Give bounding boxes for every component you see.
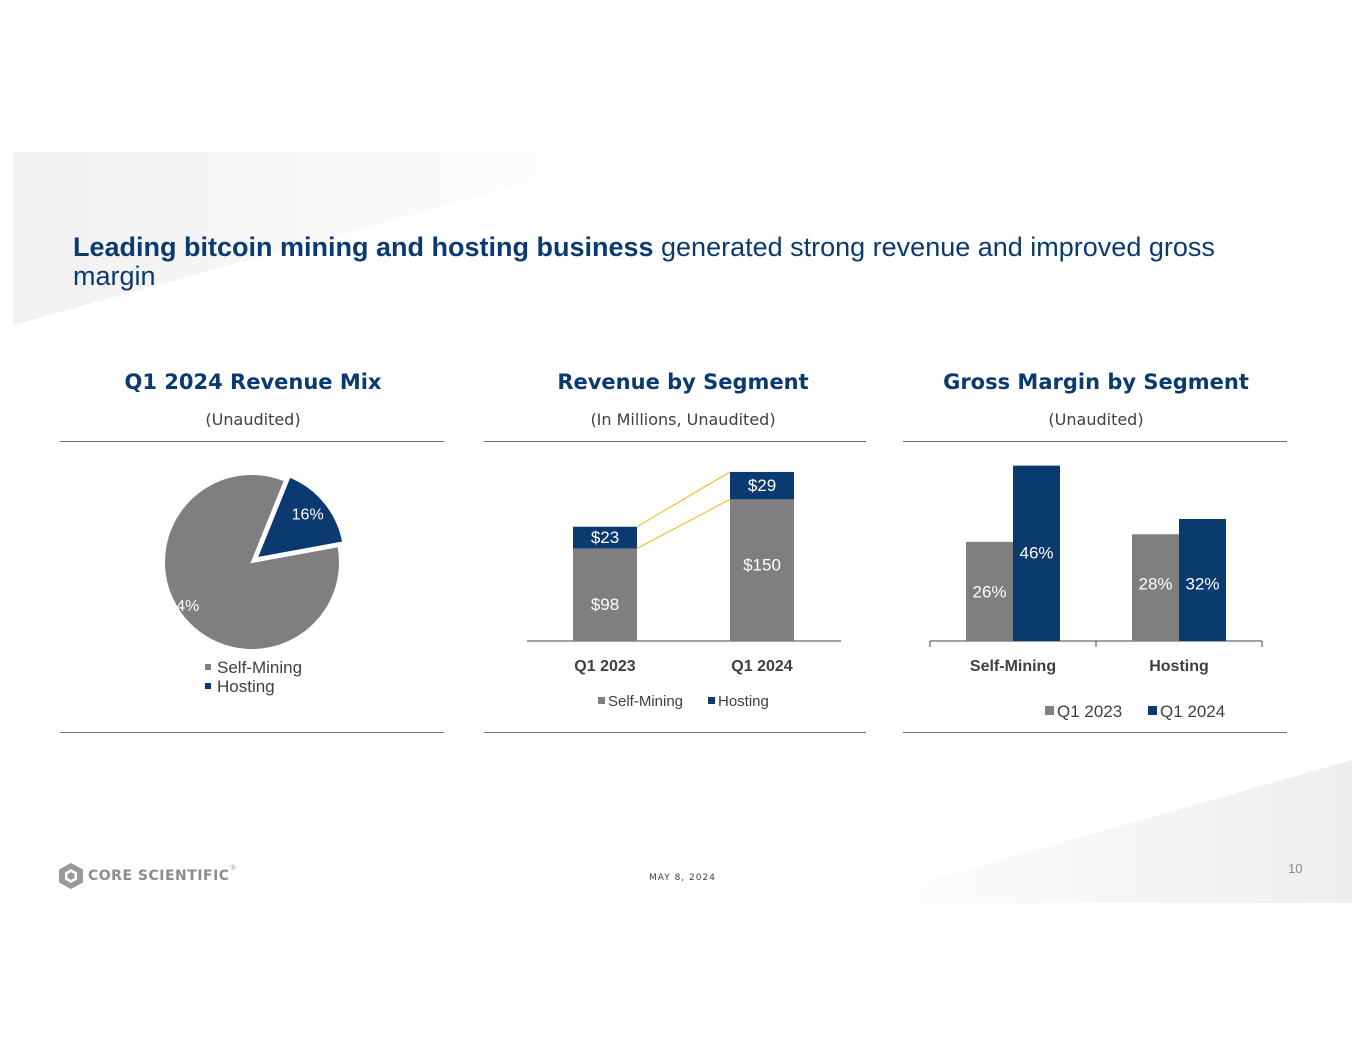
mix-panel-title: Q1 2024 Revenue Mix [124,370,382,394]
legend-swatch-1 [205,683,211,689]
rev-label-hosting-q1-2023: $23 [591,528,619,547]
mix-panel-subtitle: (Unaudited) [205,410,301,429]
rev-category-q1-2024: Q1 2024 [731,658,792,675]
slide-title: Leading bitcoin mining and hosting busin… [73,233,1303,291]
rev-connector-0 [636,498,731,549]
gm-category-hosting: Hosting [1149,658,1209,675]
revenue-panel-title: Revenue by Segment [557,370,809,394]
legend-label-self-mining: Self-Mining [217,658,302,677]
gm-bar-hosting-q1-2023 [1132,534,1179,641]
gm-label-hosting-q1-2023: 28% [1138,574,1172,593]
slide-title-bold: Leading bitcoin mining and hosting busin… [73,232,654,262]
page-number: 10 [1288,861,1303,876]
rev-bar-hosting-q1-2023 [573,526,637,549]
footer-date: MAY 8, 2024 [649,873,716,883]
rev-bar-self-mining-q1-2023 [573,548,637,641]
gm-bar-self-mining-q1-2024 [1013,465,1060,641]
rev-legend-swatch-0 [598,697,605,704]
gm-label-self-mining-q1-2023: 26% [972,582,1006,601]
mix-bottom-rule [60,732,444,733]
rev-bar-hosting-q1-2024 [730,471,794,500]
logo-registered-mark: ® [230,864,236,872]
gm-legend-label-q1-2023: Q1 2023 [1057,702,1122,721]
rev-label-self-mining-q1-2024: $150 [743,556,781,575]
rev-category-q1-2023: Q1 2023 [574,658,635,675]
margin-panel-subtitle: (Unaudited) [1048,410,1144,429]
gm-label-self-mining-q1-2024: 46% [1019,543,1053,562]
pie-slice-self-mining [163,473,341,651]
company-logo: CORE SCIENTIFIC ® [57,862,236,890]
legend-swatch-0 [205,664,211,670]
pie-label-self-mining: 84% [167,598,199,615]
legend-label-hosting: Hosting [217,677,275,696]
rev-bar-self-mining-q1-2024 [730,499,794,641]
rev-label-self-mining-q1-2023: $98 [591,595,619,614]
margin-top-rule [903,441,1287,442]
mix-top-rule [60,441,444,442]
gm-legend-swatch-0 [1045,706,1054,715]
revenue-bottom-rule [484,732,866,733]
logo-hexagon-icon [59,863,83,889]
rev-legend-label-self-mining: Self-Mining [608,693,683,710]
gm-legend-label-q1-2024: Q1 2024 [1160,702,1225,721]
rev-connector-1 [636,471,731,528]
revenue-top-rule [484,441,866,442]
gm-label-hosting-q1-2024: 32% [1185,574,1219,593]
bottom-band [850,760,1352,903]
slide-title-rest: generated strong revenue and improved gr… [73,232,1215,291]
gm-bar-self-mining-q1-2023 [966,541,1013,641]
gm-category-self-mining: Self-Mining [970,658,1056,675]
top-band [13,152,640,325]
rev-label-hosting-q1-2024: $29 [748,476,776,495]
gm-bar-hosting-q1-2024 [1179,519,1226,641]
margin-bottom-rule [903,732,1287,733]
pie-slice-hosting [255,475,345,560]
rev-legend-swatch-1 [708,697,715,704]
revenue-panel-subtitle: (In Millions, Unaudited) [590,410,776,429]
margin-panel-title: Gross Margin by Segment [943,370,1249,394]
gm-legend-swatch-1 [1148,706,1157,715]
rev-legend-label-hosting: Hosting [718,693,769,710]
pie-label-hosting: 16% [292,507,324,524]
logo-text: CORE SCIENTIFIC [88,868,230,884]
